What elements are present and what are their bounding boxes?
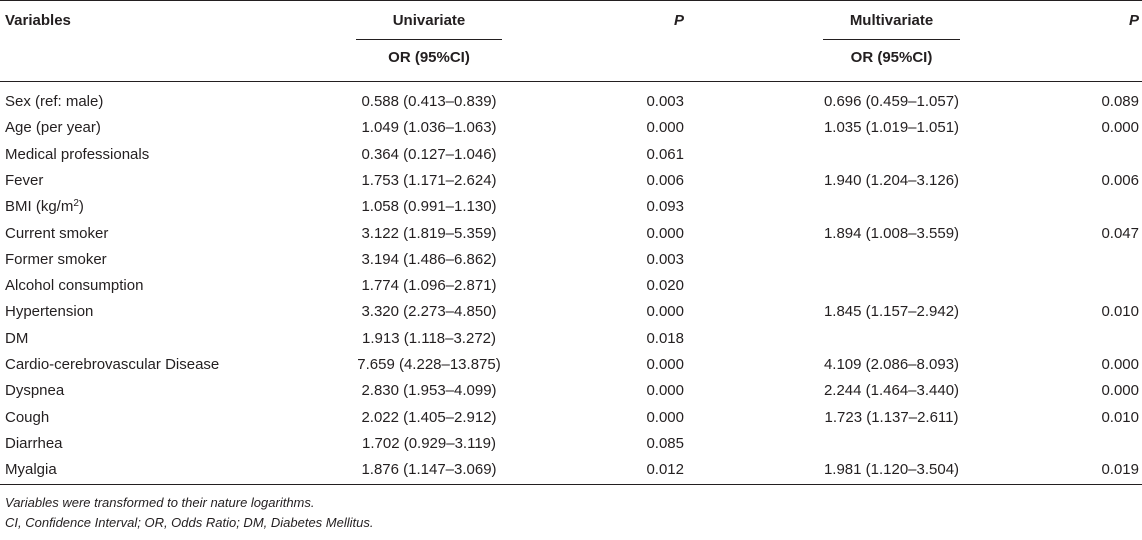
header-bottom-rule	[0, 81, 1142, 82]
variable-cell: Former smoker	[5, 250, 107, 268]
table-bottom-rule	[0, 484, 1142, 485]
multivariate-or-cell: 2.244 (1.464–3.440)	[823, 382, 960, 400]
univariate-p-cell: 0.003	[646, 93, 684, 110]
header-or-univariate: OR (95%CI)	[388, 49, 470, 66]
multivariate-p-cell	[1050, 142, 1139, 168]
univariate-p-cell: 0.000	[646, 119, 684, 137]
multivariate-p-cell: 0.010	[1101, 408, 1139, 426]
univariate-or-cell: 1.049 (1.036–1.063)	[361, 119, 497, 137]
header-p-univariate: P	[673, 12, 684, 29]
univariate-or-cell: 0.588 (0.413–0.839)	[361, 93, 497, 110]
multivariate-or-cell	[823, 194, 960, 220]
variable-cell: Alcohol consumption	[5, 277, 144, 295]
univariate-or-cell: 1.876 (1.147–3.069)	[361, 461, 497, 479]
univariate-or-cell: 1.774 (1.096–2.871)	[361, 277, 497, 295]
univariate-p-cell: 0.085	[646, 434, 684, 452]
univariate-p-cell: 0.000	[646, 408, 684, 426]
variable-cell: Diarrhea	[5, 434, 63, 452]
univariate-p-cell: 0.000	[646, 224, 684, 242]
variable-cell: Cough	[5, 408, 50, 426]
univariate-or-cell: 3.122 (1.819–5.359)	[361, 224, 497, 242]
table-top-rule	[0, 0, 1142, 1]
univariate-p-cell: 0.061	[646, 145, 684, 163]
variable-cell: Hypertension	[5, 303, 94, 321]
header-univariate: Univariate	[392, 12, 466, 29]
multivariate-p-cell: 0.000	[1101, 356, 1139, 373]
multivariate-or-cell: 1.723 (1.137–2.611)	[824, 408, 959, 426]
univariate-or-cell: 2.022 (1.405–2.912)	[361, 408, 497, 426]
multivariate-p-cell	[1050, 273, 1139, 299]
univariate-or-cell: 2.830 (1.953–4.099)	[361, 382, 497, 400]
univariate-p-cell: 0.000	[646, 356, 684, 373]
variable-cell: DM	[5, 329, 29, 347]
variable-cell: Sex (ref: male)	[5, 93, 104, 110]
univariate-p-cell: 0.093	[646, 198, 684, 216]
variable-cell: Fever	[5, 171, 44, 189]
multivariate-or-cell: 1.940 (1.204–3.126)	[823, 171, 960, 189]
univariate-p-cell: 0.000	[646, 382, 684, 400]
multivariate-p-cell	[1050, 326, 1139, 352]
multivariate-p-cell: 0.019	[1101, 461, 1139, 479]
multivariate-or-cell	[823, 247, 960, 273]
univariate-or-cell: 3.320 (2.273–4.850)	[361, 303, 497, 321]
univariate-or-cell: 3.194 (1.486–6.862)	[361, 250, 497, 268]
multivariate-or-cell: 1.981 (1.120–3.504)	[823, 461, 960, 479]
univariate-group-rule	[356, 39, 502, 40]
multivariate-or-cell: 0.696 (0.459–1.057)	[823, 93, 960, 110]
univariate-or-cell: 0.364 (0.127–1.046)	[361, 145, 497, 163]
univariate-p-cell: 0.012	[646, 461, 684, 479]
multivariate-or-cell	[823, 431, 960, 457]
univariate-or-cell: 7.659 (4.228–13.875)	[357, 356, 501, 373]
univariate-or-cell: 1.058 (0.991–1.130)	[361, 198, 497, 216]
header-variables: Variables	[5, 12, 71, 29]
variable-cell: Cardio-cerebrovascular Disease	[5, 356, 220, 373]
multivariate-or-cell: 1.845 (1.157–2.942)	[823, 303, 960, 321]
univariate-p-cell: 0.020	[646, 277, 684, 295]
variable-cell: BMI (kg/m2)	[5, 194, 345, 220]
header-or-multivariate: OR (95%CI)	[850, 49, 933, 66]
variable-cell: Dyspnea	[5, 382, 65, 400]
superscript: 2	[73, 198, 79, 210]
multivariate-p-cell: 0.089	[1101, 93, 1139, 110]
footnote-log-transform: Variables were transformed to their natu…	[5, 495, 315, 510]
univariate-p-cell: 0.018	[646, 329, 684, 347]
multivariate-or-cell	[823, 326, 960, 352]
multivariate-or-cell	[823, 273, 960, 299]
multivariate-p-cell	[1050, 431, 1139, 457]
variable-cell: Current smoker	[5, 224, 109, 242]
variable-text: BMI (kg/m	[5, 198, 74, 216]
header-p-multivariate: P	[1128, 12, 1139, 29]
univariate-p-cell: 0.006	[646, 171, 684, 189]
multivariate-p-cell	[1050, 247, 1139, 273]
univariate-p-cell: 0.000	[646, 303, 684, 321]
multivariate-or-cell: 1.894 (1.008–3.559)	[823, 224, 960, 242]
multivariate-or-cell	[823, 142, 960, 168]
univariate-p-cell: 0.003	[646, 250, 684, 268]
univariate-or-cell: 1.702 (0.929–3.119)	[362, 434, 496, 452]
footnote-abbreviations: CI, Confidence Interval; OR, Odds Ratio;…	[5, 515, 374, 530]
multivariate-group-rule	[823, 39, 960, 40]
multivariate-p-cell	[1050, 194, 1139, 220]
multivariate-p-cell: 0.000	[1101, 119, 1139, 137]
multivariate-p-cell: 0.010	[1101, 303, 1139, 321]
variable-cell: Age (per year)	[5, 119, 101, 137]
multivariate-p-cell: 0.006	[1101, 171, 1139, 189]
univariate-or-cell: 1.753 (1.171–2.624)	[361, 171, 497, 189]
header-multivariate: Multivariate	[849, 12, 934, 29]
multivariate-p-cell: 0.000	[1101, 382, 1139, 400]
variable-text-suffix: )	[78, 198, 84, 216]
univariate-or-cell: 1.913 (1.118–3.272)	[362, 329, 496, 347]
multivariate-p-cell: 0.047	[1101, 224, 1139, 242]
variable-cell: Myalgia	[5, 461, 57, 479]
variable-cell: Medical professionals	[5, 145, 150, 163]
multivariate-or-cell: 4.109 (2.086–8.093)	[823, 356, 960, 373]
multivariate-or-cell: 1.035 (1.019–1.051)	[823, 119, 960, 137]
